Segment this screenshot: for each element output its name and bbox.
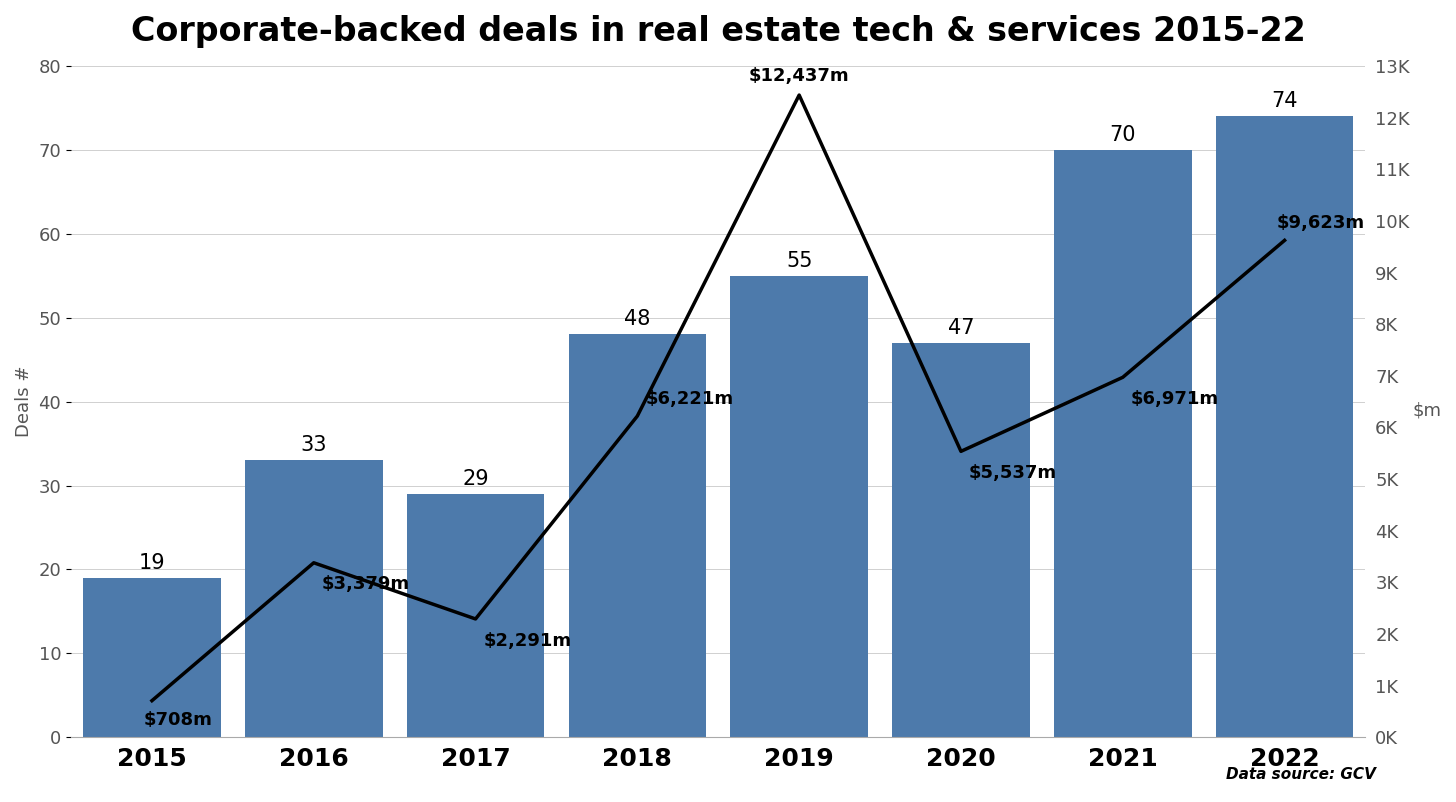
Text: $708m: $708m bbox=[144, 711, 213, 729]
Title: Corporate-backed deals in real estate tech & services 2015-22: Corporate-backed deals in real estate te… bbox=[131, 15, 1306, 48]
Text: 70: 70 bbox=[1109, 125, 1136, 145]
Text: $12,437m: $12,437m bbox=[748, 67, 849, 85]
Text: $6,971m: $6,971m bbox=[1131, 390, 1219, 408]
Text: $3,379m: $3,379m bbox=[322, 575, 411, 593]
Bar bbox=[731, 276, 868, 737]
Bar bbox=[83, 577, 221, 737]
Y-axis label: $m: $m bbox=[1412, 402, 1441, 419]
Text: $2,291m: $2,291m bbox=[483, 631, 572, 650]
Y-axis label: Deals #: Deals # bbox=[15, 366, 33, 437]
Text: 29: 29 bbox=[462, 469, 489, 489]
Bar bbox=[406, 494, 545, 737]
Bar bbox=[569, 334, 706, 737]
Text: $6,221m: $6,221m bbox=[645, 390, 734, 407]
Bar bbox=[1054, 150, 1191, 737]
Text: 33: 33 bbox=[300, 435, 328, 456]
Text: Data source: GCV: Data source: GCV bbox=[1226, 767, 1376, 782]
Bar bbox=[1216, 116, 1353, 737]
Text: 74: 74 bbox=[1271, 91, 1297, 111]
Text: 48: 48 bbox=[625, 310, 651, 330]
Bar bbox=[893, 343, 1029, 737]
Text: 19: 19 bbox=[138, 553, 165, 573]
Bar bbox=[245, 460, 383, 737]
Text: $5,537m: $5,537m bbox=[970, 464, 1057, 482]
Text: $9,623m: $9,623m bbox=[1277, 214, 1364, 232]
Text: 47: 47 bbox=[948, 318, 974, 338]
Text: 55: 55 bbox=[786, 251, 812, 271]
